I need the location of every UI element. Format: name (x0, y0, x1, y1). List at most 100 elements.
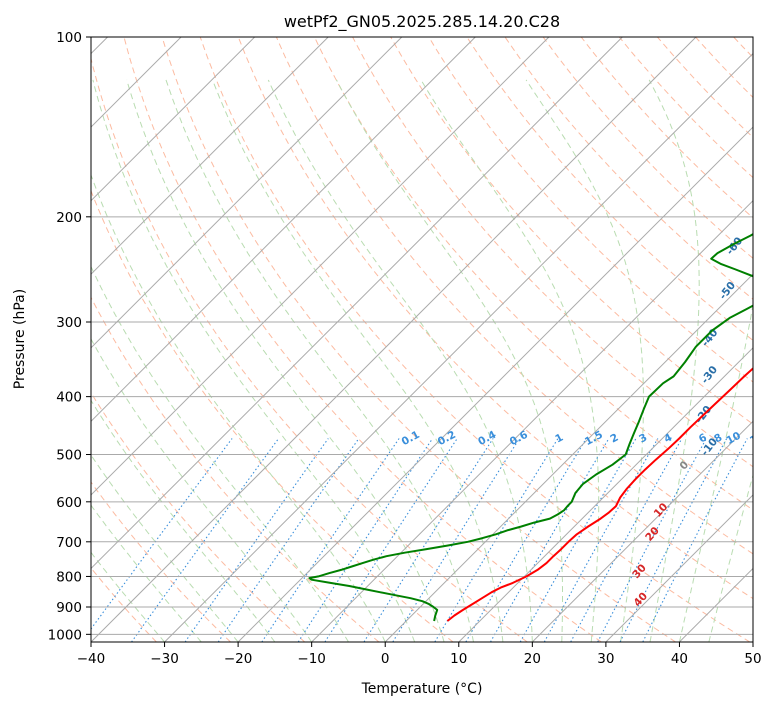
dry-adiabat (314, 37, 753, 511)
mixing-ratio-label: 16 (767, 430, 775, 447)
mixing-ratio-label: 2 (608, 431, 620, 445)
mixing-ratio-label: 1.5 (583, 429, 605, 448)
moist-adiabat (678, 301, 753, 642)
x-tick-label: 0 (381, 651, 390, 667)
y-tick-label: 1000 (48, 627, 82, 643)
moist-adiabat (420, 79, 600, 642)
mixing-ratio-label: 0.6 (508, 429, 530, 448)
moist-adiabat (91, 551, 165, 642)
mixing-ratio-line (519, 438, 637, 642)
dry-adiabat (466, 37, 753, 341)
mixing-ratio-line (324, 438, 458, 642)
dry-adiabat-label: -40 (699, 327, 720, 349)
mixing-ratio-line (184, 438, 329, 642)
mixing-ratio-line (465, 438, 587, 642)
dry-adiabat (199, 37, 751, 642)
mixing-ratio-line (570, 438, 683, 642)
y-tick-label: 600 (56, 495, 82, 511)
background-lines (91, 37, 753, 642)
mixing-ratio-label: 4 (662, 431, 674, 445)
y-tick-label: 100 (56, 30, 82, 46)
sounding-traces (308, 232, 753, 622)
dry-adiabat (275, 37, 753, 555)
y-tick-label: 200 (56, 210, 82, 226)
plot-frame (90, 36, 754, 643)
x-tick-label: −30 (150, 651, 179, 667)
dry-adiabat (91, 391, 306, 642)
moist-adiabat-label: 30 (630, 562, 649, 581)
y-tick-label: 400 (56, 390, 82, 406)
moist-adiabat (91, 399, 276, 642)
mixing-ratio-label: 13 (748, 430, 767, 447)
moist-adiabat (708, 473, 753, 642)
isotherm (164, 52, 753, 642)
x-tick-label: 50 (744, 651, 761, 667)
moist-adiabat (91, 454, 239, 642)
pressure-gridlines (91, 37, 753, 635)
isotherm (384, 273, 753, 642)
isotherm (458, 347, 753, 642)
isotherm (605, 494, 753, 642)
moist-adiabat (92, 79, 416, 642)
moist-adiabat (648, 79, 700, 642)
x-tick-label: −10 (297, 651, 326, 667)
dry-adiabat-label: -50 (717, 280, 738, 302)
dry-adiabat (91, 189, 454, 642)
mixing-ratio-label: 3 (637, 431, 649, 445)
dry-adiabat (733, 37, 753, 59)
dry-adiabat (542, 37, 753, 259)
dry-adiabat (390, 37, 753, 425)
isotherm (91, 37, 623, 570)
mixing-ratio-label: 0.1 (400, 429, 422, 448)
mixing-ratio-line (363, 438, 494, 642)
temperature-trace (446, 367, 753, 622)
dry-adiabat (580, 37, 753, 219)
dry-adiabat (237, 37, 753, 600)
moist-adiabat-label: 40 (631, 590, 650, 609)
isotherm (752, 641, 753, 642)
y-axis-label: Pressure (hPa) (12, 289, 28, 389)
mixing-ratio-line (261, 438, 400, 642)
isotherm (91, 37, 550, 496)
isotherm (531, 420, 753, 642)
mixing-ratio-label: 0.4 (476, 429, 498, 448)
y-tick-label: 300 (56, 315, 82, 331)
mixing-ratio-line (434, 438, 559, 642)
chart-title: wetPf2_GN05.2025.285.14.20.C28 (284, 12, 560, 32)
isotherm (237, 126, 753, 642)
isotherm (91, 37, 476, 423)
moist-adiabat (525, 79, 644, 642)
dry-adiabat (91, 296, 380, 642)
moist-adiabat-label: 10 (652, 501, 671, 520)
dry-adiabat (428, 37, 753, 383)
dry-adiabat-label: -30 (699, 364, 720, 386)
moist-adiabat (212, 79, 504, 642)
mixing-ratio-line (619, 438, 728, 642)
plot-area: -100-90-80-70-60-50-40-30-20-100.10.20.4… (91, 37, 775, 642)
isotherm (91, 37, 403, 349)
moist-adiabat (126, 79, 445, 642)
mixing-ratio-line (131, 438, 280, 642)
moist-adiabat (91, 173, 386, 642)
y-tick-label: 800 (56, 569, 82, 585)
mixing-ratio-label: 0.2 (436, 429, 458, 448)
dewpoint-trace (308, 232, 753, 622)
isotherm (679, 567, 753, 642)
dry-adiabat-label: -80 (766, 134, 775, 156)
moist-adiabat (91, 265, 349, 642)
x-tick-label: 30 (597, 651, 614, 667)
moist-adiabat-label: 0 (677, 459, 691, 472)
mixing-ratio-line (597, 438, 707, 642)
dry-adiabat (161, 37, 676, 642)
isotherm (311, 199, 753, 642)
x-tick-label: 40 (671, 651, 688, 667)
mixing-ratio-line (297, 438, 434, 642)
moist-adiabat (91, 504, 202, 642)
moist-adiabat (165, 79, 474, 642)
dry-adiabat (91, 56, 528, 642)
y-tick-label: 500 (56, 448, 82, 464)
x-tick-label: 20 (524, 651, 541, 667)
moist-adiabat (336, 79, 563, 642)
isotherm (91, 37, 256, 202)
